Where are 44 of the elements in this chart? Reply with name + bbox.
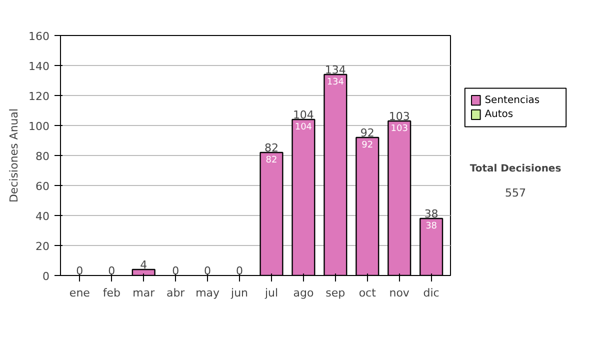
total-label: 92: [360, 126, 374, 140]
data-label: 103: [390, 124, 408, 134]
y-tick-label: 0: [42, 270, 50, 283]
y-tick-label: 120: [28, 90, 50, 103]
text: Total Decisiones: [470, 164, 562, 175]
x-tick-label: ene: [69, 286, 90, 300]
data-label: 104: [294, 122, 312, 132]
total-label: 82: [264, 142, 278, 154]
data-label: 92: [362, 140, 374, 150]
y-tick-label: 100: [28, 120, 50, 133]
x-tick-label: ago: [293, 286, 314, 300]
legend-label: Sentencias: [484, 94, 540, 106]
y-axis-title: Decisiones Anual: [8, 108, 21, 203]
data-label: 82: [266, 156, 278, 166]
total-label: 134: [324, 64, 346, 76]
y-tick-label: 40: [36, 210, 50, 223]
total-label: 0: [236, 264, 244, 278]
total-label: 104: [292, 108, 314, 122]
total-label: 0: [204, 264, 212, 278]
total-label: 103: [388, 110, 410, 123]
y-tick-label: 160: [28, 30, 50, 43]
x-tick-label: jun: [230, 286, 248, 300]
data-label: 38: [426, 222, 438, 232]
x-tick-label: may: [196, 286, 220, 300]
x-tick-label: feb: [102, 286, 120, 300]
legend-label: Autos: [484, 109, 514, 120]
data-label: 134: [326, 78, 344, 88]
total-label: 38: [424, 208, 438, 220]
x-tick-label: jul: [264, 286, 278, 300]
total-label: 0: [108, 264, 116, 278]
total-label: 4: [140, 258, 148, 272]
x-tick-label: dic: [423, 286, 440, 300]
x-tick-label: mar: [132, 286, 156, 300]
text: 557: [505, 186, 526, 200]
x-tick-label: sep: [326, 286, 346, 300]
total-label: 0: [76, 264, 84, 278]
x-tick-label: abr: [166, 286, 186, 300]
total-label: 0: [172, 264, 180, 278]
y-tick-label: 20: [36, 240, 50, 253]
y-tick-label: 140: [28, 60, 50, 73]
y-tick-label: 80: [36, 150, 50, 163]
x-tick-label: nov: [389, 286, 410, 300]
x-tick-label: oct: [358, 286, 377, 300]
y-tick-label: 60: [36, 180, 50, 193]
